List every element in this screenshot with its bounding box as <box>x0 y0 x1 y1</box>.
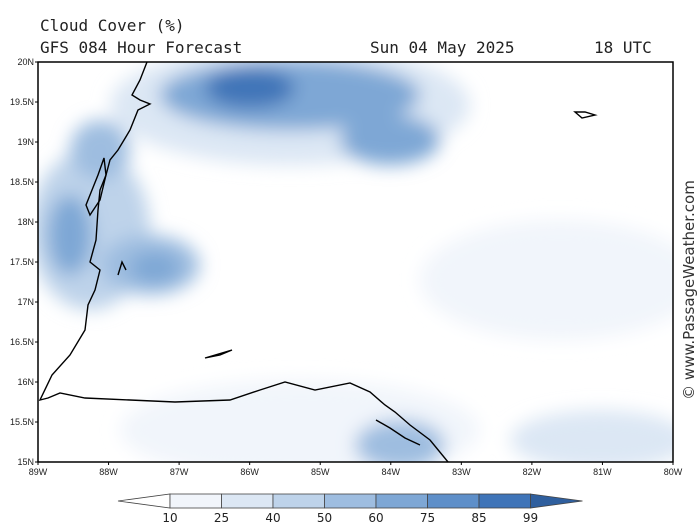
lon-label: 89W <box>29 467 48 477</box>
lon-label: 81W <box>593 467 612 477</box>
cloud-field <box>38 62 673 462</box>
lon-label: 80W <box>664 467 683 477</box>
colorbar-segment <box>324 493 377 509</box>
colorbar-label: 25 <box>214 511 229 525</box>
lat-label: 15N <box>17 457 34 467</box>
colorbar-label: 99 <box>523 511 538 525</box>
lat-label: 17N <box>17 297 34 307</box>
lat-label: 19.5N <box>10 97 34 107</box>
lat-label: 16.5N <box>10 337 34 347</box>
colorbar-label: 40 <box>265 511 280 525</box>
colorbar-cap-high <box>530 493 583 509</box>
lon-label: 85W <box>311 467 330 477</box>
colorbar-label: 60 <box>368 511 383 525</box>
lon-label: 83W <box>452 467 471 477</box>
colorbar-segment <box>221 493 274 509</box>
colorbar-cap-low <box>117 493 171 509</box>
colorbar-label: 75 <box>420 511 435 525</box>
colorbar-segment <box>169 493 222 509</box>
lat-label: 17.5N <box>10 257 34 267</box>
lon-label: 86W <box>240 467 259 477</box>
lon-axis: 89W 88W 87W 86W 85W 84W 83W 82W 81W 80W <box>29 462 683 477</box>
lat-label: 18.5N <box>10 177 34 187</box>
lon-label: 82W <box>523 467 542 477</box>
colorbar-label: 50 <box>317 511 332 525</box>
colorbar-label: 10 <box>162 511 177 525</box>
lon-label: 84W <box>382 467 401 477</box>
lon-label: 88W <box>99 467 118 477</box>
lat-label: 20N <box>17 57 34 67</box>
colorbar-segment <box>272 493 325 509</box>
lon-label: 87W <box>170 467 189 477</box>
date: Sun 04 May 2025 <box>370 38 515 57</box>
map-area <box>38 62 673 462</box>
lat-label: 18N <box>17 217 34 227</box>
colorbar-segment <box>375 493 428 509</box>
colorbar-label: 85 <box>471 511 486 525</box>
coastline <box>38 62 598 462</box>
time: 18 UTC <box>594 38 652 57</box>
lat-label: 15.5N <box>10 417 34 427</box>
lat-label: 16N <box>17 377 34 387</box>
lat-axis: 20N 19.5N 19N 18.5N 18N 17.5N 17N 16.5N 16N 15.5N… <box>10 57 38 467</box>
subtitle: GFS 084 Hour Forecast <box>40 38 242 57</box>
colorbar-segment <box>427 493 480 509</box>
colorbar-segment <box>478 493 531 509</box>
lat-label: 19N <box>17 137 34 147</box>
colorbar: 10 25 40 50 60 75 85 99 <box>117 493 583 525</box>
watermark: © www.PassageWeather.com <box>680 180 698 400</box>
title: Cloud Cover (%) <box>40 16 185 35</box>
